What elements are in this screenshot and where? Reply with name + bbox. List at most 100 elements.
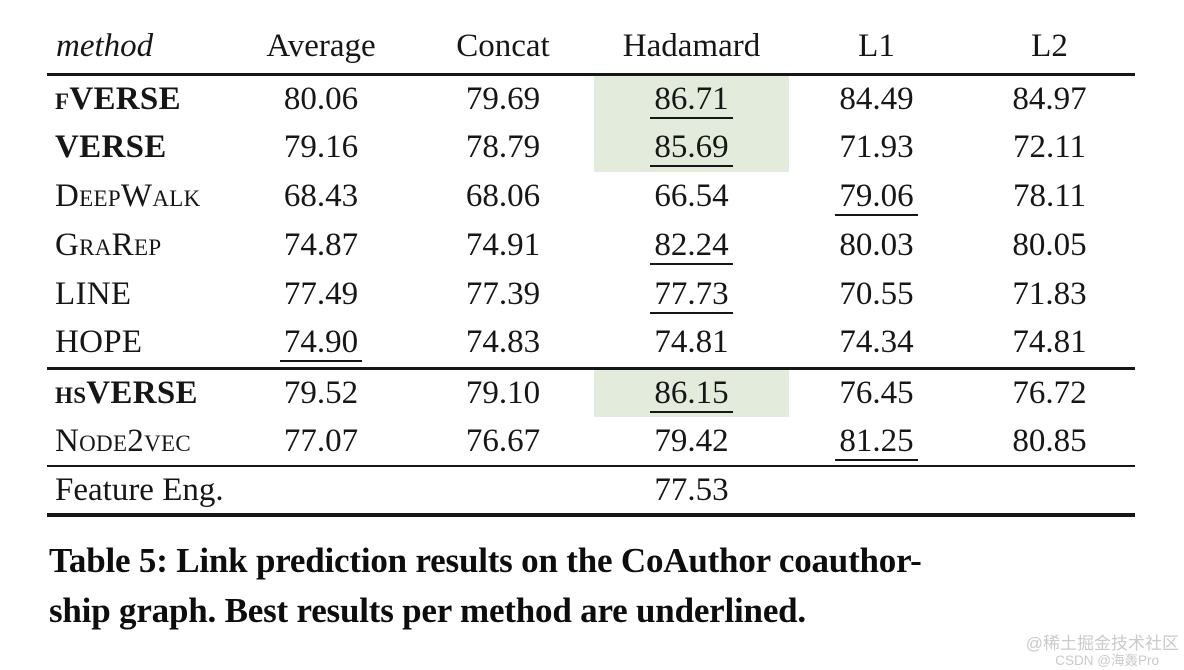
value-cell: 77.39 [412, 270, 594, 319]
value-cell: 77.07 [230, 417, 412, 466]
best-result-underlined: 86.71 [650, 80, 733, 119]
best-result-underlined: 81.25 [835, 422, 918, 461]
result-value: 78.11 [1012, 178, 1087, 214]
result-value: 80.05 [1012, 227, 1087, 263]
result-value: 79.16 [283, 129, 359, 165]
table-row: HOPE 74.90 74.83 74.81 74.34 74.81 [47, 319, 1135, 368]
table-row: Feature Eng. 77.53 [47, 465, 1135, 517]
result-value: 76.45 [839, 374, 914, 411]
result-value: 71.93 [839, 129, 914, 165]
result-value: 70.55 [839, 276, 914, 312]
watermark: @稀土掘金技术社区 CSDN @海轰Pro [1026, 634, 1179, 668]
value-cell: 80.06 [230, 74, 412, 123]
result-value: 74.87 [283, 227, 359, 263]
result-value: 68.06 [465, 178, 541, 214]
value-cell: 74.34 [789, 319, 964, 368]
method-name-cell: LINE [55, 276, 132, 312]
method-name-cell: Node2vec [55, 422, 192, 459]
result-value: 79.10 [465, 374, 541, 411]
result-value: 74.83 [465, 324, 541, 361]
value-cell: 77.73 [594, 270, 789, 319]
value-cell: 79.69 [412, 74, 594, 123]
table-body: fVERSE 80.06 79.69 86.71 84.49 84.97 VERSE 79.1… [47, 74, 1135, 517]
table-row: fVERSE 80.06 79.69 86.71 84.49 84.97 [47, 74, 1135, 123]
best-result-underlined: 74.90 [279, 324, 363, 363]
caption-line-1: Table 5: Link prediction results on the … [49, 541, 922, 580]
result-value: 80.85 [1012, 422, 1087, 459]
column-header-concat: Concat [412, 20, 594, 76]
value-cell [230, 465, 412, 517]
result-value: 66.54 [654, 178, 729, 214]
value-cell [789, 465, 964, 517]
value-cell [412, 465, 594, 517]
value-cell: 66.54 [594, 172, 789, 221]
value-cell: 76.45 [789, 366, 964, 417]
best-result-underlined: 86.15 [650, 374, 733, 413]
value-cell: 74.91 [412, 221, 594, 270]
table-caption: Table 5: Link prediction results on the … [49, 536, 1119, 635]
result-value: 77.49 [283, 276, 359, 312]
method-name-cell: VERSE [55, 129, 167, 165]
table-row: LINE 77.49 77.39 77.73 70.55 71.83 [47, 270, 1135, 319]
result-value: 84.97 [1012, 80, 1087, 117]
table-header: method Average Concat Hadamard L1 L2 [47, 20, 1135, 76]
result-value: 79.69 [465, 80, 541, 117]
value-cell: 80.03 [789, 221, 964, 270]
caption-line-2: ship graph. Best results per method are … [49, 590, 806, 630]
value-cell: 79.42 [594, 417, 789, 466]
value-cell: 78.11 [964, 172, 1135, 221]
method-name-cell: hsVERSE [47, 366, 230, 417]
result-value: 77.07 [283, 422, 359, 459]
best-result-underlined: 85.69 [650, 129, 733, 167]
column-header-average: Average [230, 20, 412, 76]
method-name-cell: Feature Eng. [47, 465, 230, 517]
method-name-cell: HOPE [55, 324, 143, 361]
result-value: 74.91 [465, 227, 541, 263]
value-cell: 82.24 [594, 221, 789, 270]
result-value: 84.49 [839, 80, 914, 117]
value-cell: 81.25 [789, 417, 964, 466]
value-cell: 74.90 [230, 319, 412, 368]
value-cell: 74.83 [412, 319, 594, 368]
value-cell: 68.43 [230, 172, 412, 221]
table-row: DeepWalk 68.43 68.06 66.54 79.06 78.11 [47, 172, 1135, 221]
table-row: GraRep 74.87 74.91 82.24 80.03 80.05 [47, 221, 1135, 270]
value-cell: 77.49 [230, 270, 412, 319]
result-value: 79.42 [654, 422, 729, 459]
result-value: 76.67 [465, 422, 541, 459]
column-header-method: method [47, 20, 230, 76]
value-cell: 78.79 [412, 123, 594, 172]
result-value: 76.72 [1012, 374, 1087, 411]
result-value: 80.03 [839, 227, 914, 263]
result-value: 74.81 [1012, 324, 1087, 361]
result-value: 74.34 [839, 324, 914, 361]
value-cell: 79.06 [789, 172, 964, 221]
value-cell: 68.06 [412, 172, 594, 221]
value-cell: 74.87 [230, 221, 412, 270]
value-cell: 76.67 [412, 417, 594, 466]
result-value: 72.11 [1012, 129, 1087, 165]
watermark-csdn-user: CSDN @海轰Pro [1055, 652, 1159, 668]
method-name-cell: GraRep [55, 227, 162, 263]
result-value: 78.79 [465, 129, 541, 165]
value-cell: 71.83 [964, 270, 1135, 319]
value-cell: 76.72 [964, 366, 1135, 417]
result-value: 77.53 [654, 471, 729, 508]
value-cell: 85.69 [594, 123, 789, 172]
result-value: 80.06 [283, 80, 359, 117]
table-row: hsVERSE 79.52 79.10 86.15 76.45 76.72 [47, 366, 1135, 417]
value-cell: 74.81 [594, 319, 789, 368]
result-value: 74.81 [654, 324, 729, 361]
result-value: 77.39 [465, 276, 541, 312]
value-cell: 86.15 [594, 366, 789, 417]
column-header-l2: L2 [964, 20, 1135, 76]
column-header-hadamard: Hadamard [594, 20, 789, 76]
result-value: 68.43 [283, 178, 359, 214]
table-row: Node2vec 77.07 76.67 79.42 81.25 80.85 [47, 417, 1135, 466]
value-cell: 70.55 [789, 270, 964, 319]
value-cell: 86.71 [594, 74, 789, 123]
best-result-underlined: 82.24 [650, 227, 733, 265]
table-row: VERSE 79.16 78.79 85.69 71.93 72.11 [47, 123, 1135, 172]
method-name-cell: DeepWalk [55, 178, 201, 214]
